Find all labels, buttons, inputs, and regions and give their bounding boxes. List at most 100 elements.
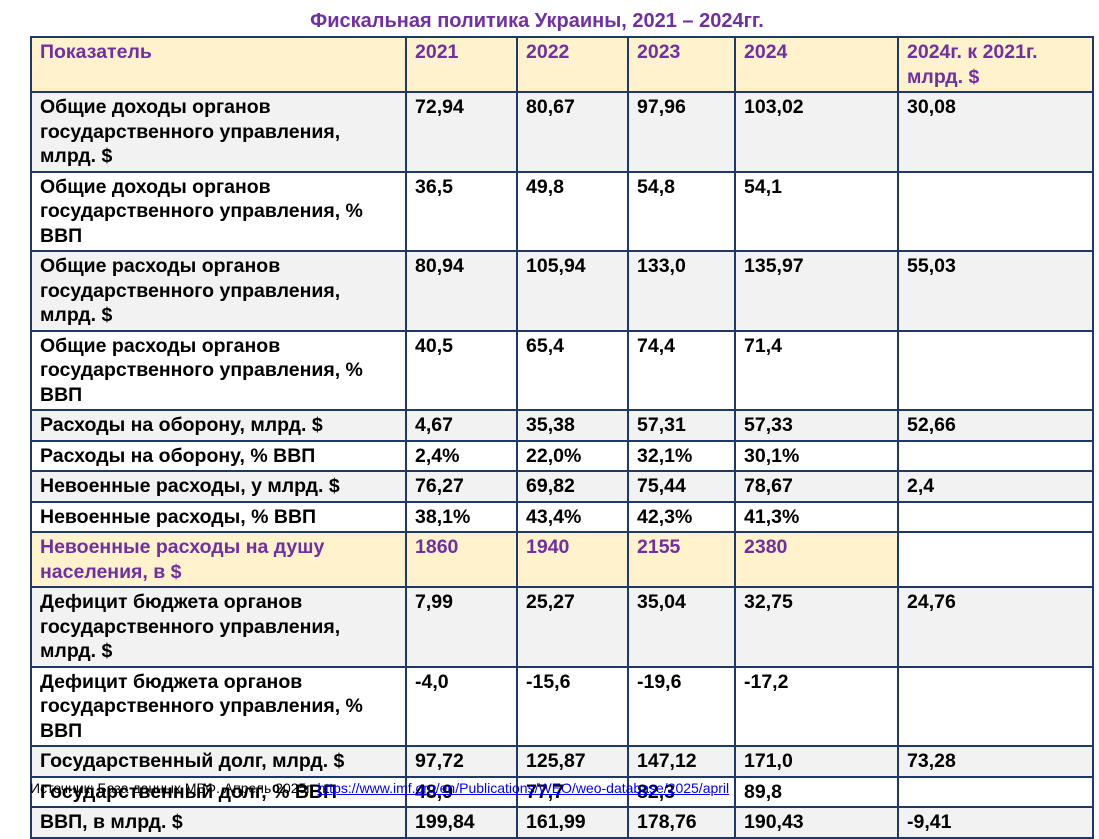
table-cell: 89,8 xyxy=(734,775,899,808)
table-row: Государственный долг, % ВВП 48,9 77,7 82,3 8… xyxy=(30,775,1094,808)
header-indicator: Показатель xyxy=(30,36,407,93)
table-cell: 105,94 xyxy=(516,250,629,332)
table-cell: 97,96 xyxy=(627,91,736,173)
table-row: Дефицит бюджета органов государственного… xyxy=(30,586,1094,668)
table-cell: 72,94 xyxy=(405,91,518,173)
header-2023: 2023 xyxy=(627,36,736,93)
table-cell xyxy=(897,531,1094,588)
table-title: Фискальная политика Украины, 2021 – 2024… xyxy=(310,10,764,32)
table-cell: 24,76 xyxy=(897,586,1094,668)
header-2022: 2022 xyxy=(516,36,629,93)
table-row: Невоенные расходы, у млрд. $76,27 69,82 75… xyxy=(30,470,1094,503)
table-cell: 76,27 xyxy=(405,470,518,503)
table-cell: 80,94 xyxy=(405,250,518,332)
table-cell: 49,8 xyxy=(516,170,629,252)
table-cell: 36,5 xyxy=(405,170,518,252)
row-label: Государственный долг, млрд. $ xyxy=(30,745,407,778)
table-cell: 125,87 xyxy=(516,745,629,778)
table-cell: 97,72 xyxy=(405,745,518,778)
table-cell: 54,8 xyxy=(627,170,736,252)
table-cell: 52,66 xyxy=(897,409,1094,442)
table-cell xyxy=(897,665,1094,747)
table-row: Общие расходы органов государственного у… xyxy=(30,329,1094,411)
table-cell: 42,3% xyxy=(627,500,736,533)
table-row: Невоенные расходы, % ВВП 38,1% 43,4% 42,3% 4… xyxy=(30,500,1094,533)
row-label: Государственный долг, % ВВП xyxy=(30,775,407,808)
table-cell: 2380 xyxy=(734,531,899,588)
table-cell: 55,03 xyxy=(897,250,1094,332)
table-cell: 190,43 xyxy=(734,806,899,839)
table-cell: 1940 xyxy=(516,531,629,588)
table-cell: 69,82 xyxy=(516,470,629,503)
table-cell: 75,44 xyxy=(627,470,736,503)
table-cell: 133,0 xyxy=(627,250,736,332)
row-label: Дефицит бюджета органов государственного… xyxy=(30,665,407,747)
row-label: ВВП, в млрд. $ xyxy=(30,806,407,839)
table-row: Общие доходы органов государственного уп… xyxy=(30,170,1094,252)
table-row: Государственный долг, млрд. $97,72 125,87… xyxy=(30,745,1094,778)
fiscal-policy-table: Показатель 2021 2022 2023 2024 2024г. к … xyxy=(30,36,1094,839)
row-label: Расходы на оборону, % ВВП xyxy=(30,439,407,472)
table-cell: 54,1 xyxy=(734,170,899,252)
row-label: Общие доходы органов государственного уп… xyxy=(30,91,407,173)
table-cell: 30,08 xyxy=(897,91,1094,173)
table-cell: 71,4 xyxy=(734,329,899,411)
table-row: Дефицит бюджета органов государственного… xyxy=(30,665,1094,747)
table-cell: 78,67 xyxy=(734,470,899,503)
table-cell: -15,6 xyxy=(516,665,629,747)
table-cell: 57,33 xyxy=(734,409,899,442)
table-cell: 41,3% xyxy=(734,500,899,533)
table-cell: 74,4 xyxy=(627,329,736,411)
table-cell: 57,31 xyxy=(627,409,736,442)
table-cell xyxy=(897,170,1094,252)
table-cell: 2155 xyxy=(627,531,736,588)
source-link[interactable]: https://www.imf.org/en/Publications/WEO/… xyxy=(317,780,730,796)
table-cell: 103,02 xyxy=(734,91,899,173)
header-change: 2024г. к 2021г. млрд. $ xyxy=(897,36,1094,93)
table-row: Расходы на оборону, % ВВП 2,4% 22,0% 32,1% 3… xyxy=(30,439,1094,472)
table-cell: 30,1% xyxy=(734,439,899,472)
table-cell: 35,04 xyxy=(627,586,736,668)
table-cell: 171,0 xyxy=(734,745,899,778)
table-cell: 38,1% xyxy=(405,500,518,533)
table-cell: 161,99 xyxy=(516,806,629,839)
table-cell: 22,0% xyxy=(516,439,629,472)
header-row: Показатель 2021 2022 2023 2024 2024г. к … xyxy=(30,36,1094,93)
table-row: ВВП, в млрд. $199,84 161,99 178,76 190,43 -9… xyxy=(30,806,1094,839)
table-row: Общие доходы органов государственного уп… xyxy=(30,91,1094,173)
table-cell: 199,84 xyxy=(405,806,518,839)
table-row: Невоенные расходы на душу населения, в $… xyxy=(30,531,1094,588)
table-cell: 80,67 xyxy=(516,91,629,173)
table-row: Расходы на оборону, млрд. $4,67 35,38 57,3… xyxy=(30,409,1094,442)
table-cell: 1860 xyxy=(405,531,518,588)
table-cell: 32,1% xyxy=(627,439,736,472)
table-cell: 7,99 xyxy=(405,586,518,668)
source-prefix: Источник: База данных МВФ. Апрель 2025г. xyxy=(30,780,318,796)
header-2024: 2024 xyxy=(734,36,899,93)
table-cell: 4,67 xyxy=(405,409,518,442)
table-cell xyxy=(897,500,1094,533)
table-cell: 147,12 xyxy=(627,745,736,778)
row-label: Дефицит бюджета органов государственного… xyxy=(30,586,407,668)
table-cell: 35,38 xyxy=(516,409,629,442)
table-cell: -17,2 xyxy=(734,665,899,747)
table-cell: 135,97 xyxy=(734,250,899,332)
row-label: Невоенные расходы на душу населения, в $ xyxy=(30,531,407,588)
row-label: Расходы на оборону, млрд. $ xyxy=(30,409,407,442)
table-cell: 73,28 xyxy=(897,745,1094,778)
table-cell: 2,4 xyxy=(897,470,1094,503)
table-cell xyxy=(897,329,1094,411)
table-cell xyxy=(897,775,1094,808)
table-cell: 82,3 xyxy=(627,775,736,808)
table-cell: 178,76 xyxy=(627,806,736,839)
row-label: Общие расходы органов государственного у… xyxy=(30,329,407,411)
table-cell: 40,5 xyxy=(405,329,518,411)
table-cell: 25,27 xyxy=(516,586,629,668)
table-cell: 65,4 xyxy=(516,329,629,411)
table-cell: 2,4% xyxy=(405,439,518,472)
header-2021: 2021 xyxy=(405,36,518,93)
table-cell: 32,75 xyxy=(734,586,899,668)
row-label: Общие доходы органов государственного уп… xyxy=(30,170,407,252)
table-cell: -19,6 xyxy=(627,665,736,747)
source-note: Источник: База данных МВФ. Апрель 2025г.… xyxy=(30,780,729,796)
